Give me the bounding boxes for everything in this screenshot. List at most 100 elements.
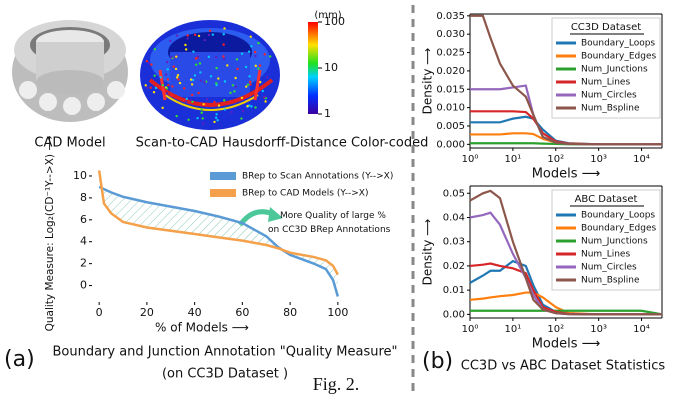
speck bbox=[210, 75, 212, 77]
speck bbox=[202, 103, 204, 105]
y-tick-label: 0.000 bbox=[436, 139, 465, 150]
y-tick-label: 0.030 bbox=[436, 29, 465, 40]
colorbar bbox=[308, 22, 318, 114]
speck bbox=[153, 74, 155, 76]
speck bbox=[264, 100, 266, 102]
panel-label: (a) bbox=[4, 347, 35, 372]
x-tick-label: 60 bbox=[235, 306, 249, 319]
image-caption: Scan-to-CAD Hausdorff-Distance Color-cod… bbox=[136, 136, 429, 151]
colorbar-tick-label: 10 bbox=[324, 61, 338, 74]
speck bbox=[200, 108, 202, 110]
speck bbox=[204, 39, 206, 41]
speck bbox=[153, 91, 155, 93]
speck bbox=[187, 119, 189, 121]
speck bbox=[190, 99, 192, 101]
x-tick-label: 10⁰ bbox=[462, 154, 479, 165]
x-tick-label: 10³ bbox=[590, 154, 607, 165]
speck bbox=[190, 78, 192, 80]
speck bbox=[199, 62, 201, 64]
caption: Boundary and Junction Annotation "Qualit… bbox=[52, 345, 397, 360]
speck bbox=[185, 101, 187, 103]
speck bbox=[145, 84, 147, 86]
speck bbox=[167, 68, 169, 70]
speck bbox=[234, 77, 236, 79]
speck bbox=[183, 87, 185, 89]
speck bbox=[215, 67, 217, 69]
speck bbox=[201, 117, 203, 119]
x-tick-label: 80 bbox=[283, 306, 297, 319]
y-tick-label: 0.02 bbox=[443, 261, 465, 272]
speck bbox=[250, 35, 252, 37]
legend-label: Boundary_Loops bbox=[581, 211, 655, 221]
speck bbox=[176, 76, 178, 78]
y-tick-label: 4 bbox=[80, 235, 87, 248]
speck bbox=[222, 43, 224, 45]
legend-label: Num_Lines bbox=[581, 250, 630, 260]
speck bbox=[259, 64, 261, 66]
speck bbox=[248, 75, 250, 77]
speck bbox=[240, 117, 242, 119]
speck bbox=[254, 106, 256, 108]
speck bbox=[242, 110, 244, 112]
speck bbox=[262, 90, 264, 92]
speck bbox=[186, 37, 188, 39]
speck bbox=[169, 40, 171, 42]
speck bbox=[208, 34, 210, 36]
legend-swatch bbox=[210, 172, 236, 180]
speck bbox=[206, 98, 208, 100]
speck bbox=[222, 55, 224, 57]
speck bbox=[201, 112, 203, 114]
x-tick-label: 40 bbox=[188, 306, 202, 319]
speck bbox=[186, 98, 188, 100]
annotation: More Quality of large %on CC3D BRep Anno… bbox=[268, 211, 391, 235]
speck bbox=[223, 33, 225, 35]
speck bbox=[223, 27, 225, 29]
speck bbox=[224, 108, 226, 110]
speck bbox=[170, 94, 172, 96]
x-tick-label: 10² bbox=[547, 154, 564, 165]
speck bbox=[199, 71, 201, 73]
x-tick-label: 10⁴ bbox=[633, 154, 650, 165]
y-tick-label: 2 bbox=[80, 257, 87, 270]
speck bbox=[257, 67, 259, 69]
speck bbox=[259, 81, 261, 83]
caption: (on CC3D Dataset ) bbox=[162, 367, 288, 382]
x-tick-label: 10³ bbox=[590, 324, 607, 335]
speck bbox=[235, 86, 237, 88]
speck bbox=[154, 48, 156, 50]
speck bbox=[167, 78, 169, 80]
speck bbox=[216, 119, 218, 121]
speck bbox=[185, 48, 187, 50]
speck bbox=[195, 57, 197, 59]
speck bbox=[196, 117, 198, 119]
speck bbox=[255, 65, 257, 67]
x-tick-label: 10² bbox=[547, 324, 564, 335]
speck bbox=[186, 34, 188, 36]
speck bbox=[197, 92, 199, 94]
speck bbox=[194, 34, 196, 36]
y-tick-label: 0.005 bbox=[436, 121, 465, 132]
speck bbox=[191, 94, 193, 96]
speck bbox=[249, 83, 251, 85]
speck bbox=[202, 122, 204, 124]
legend-label: Num_Bspline bbox=[581, 104, 640, 114]
speck bbox=[229, 92, 231, 94]
speck bbox=[208, 56, 210, 58]
y-axis-label: Quality Measure: Log₂(CD⁻¹Y-->X) ⟶ bbox=[44, 136, 56, 332]
y-tick-label: 0 bbox=[80, 279, 87, 292]
speck bbox=[166, 92, 168, 94]
legend-label: BRep to Scan Annotations (Y-->X) bbox=[242, 172, 393, 182]
y-tick-label: 0.010 bbox=[436, 103, 465, 114]
speck bbox=[254, 55, 256, 57]
legend-label: Num_Lines bbox=[581, 78, 630, 88]
speck bbox=[215, 82, 217, 84]
y-tick-label: 8 bbox=[80, 191, 87, 204]
speck bbox=[215, 117, 217, 119]
speck bbox=[146, 60, 148, 62]
speck bbox=[241, 97, 243, 99]
legend-label: Boundary_Edges bbox=[581, 224, 656, 234]
y-tick-label: 10 bbox=[73, 169, 87, 182]
x-tick-label: 10⁰ bbox=[462, 324, 479, 335]
speck bbox=[248, 50, 250, 52]
speck bbox=[223, 99, 225, 101]
